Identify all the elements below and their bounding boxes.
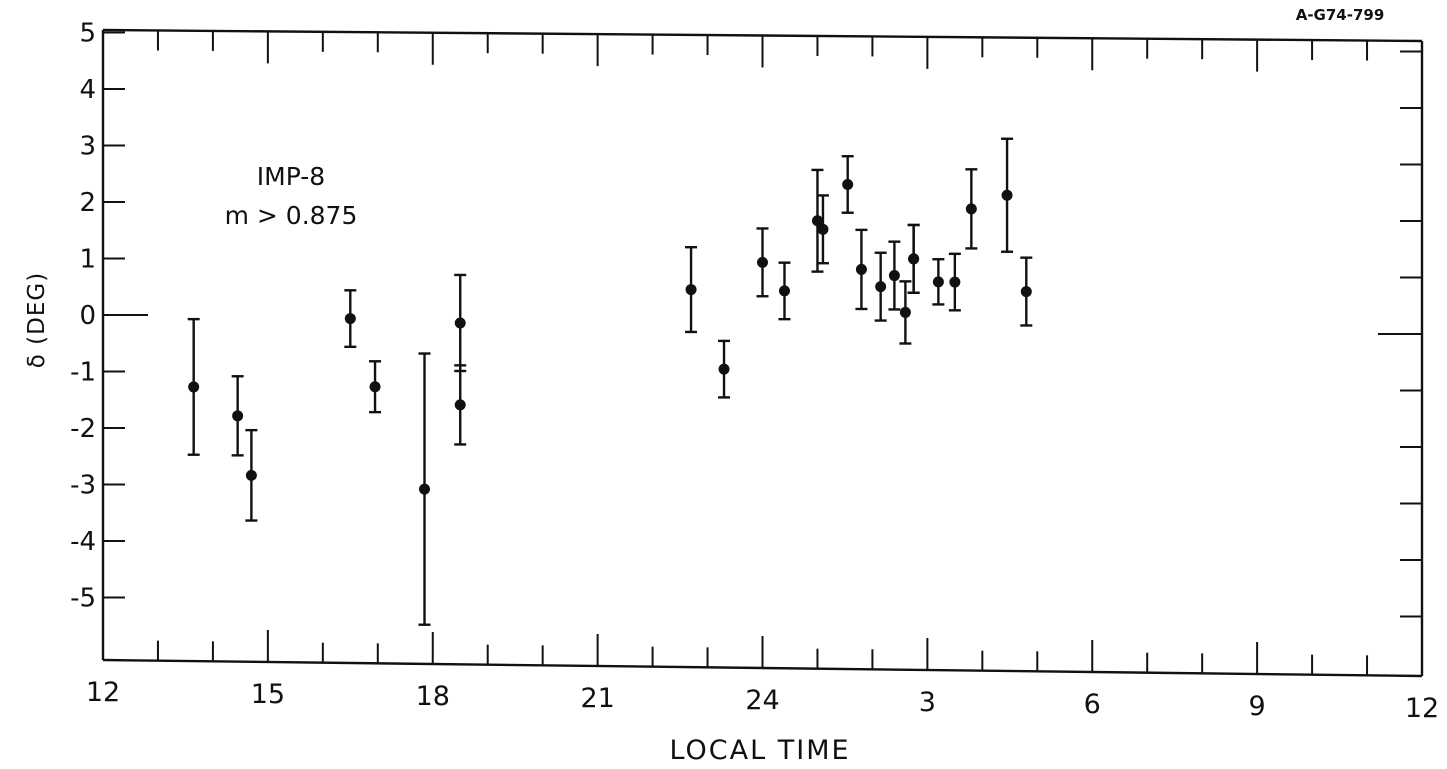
x-tick-label: 12 bbox=[86, 677, 120, 708]
data-point bbox=[949, 276, 961, 288]
data-point bbox=[757, 256, 768, 268]
x-tick-label: 9 bbox=[1249, 691, 1266, 722]
y-tick-label: -4 bbox=[70, 527, 96, 557]
x-tick-label: 21 bbox=[580, 683, 614, 714]
y-tick-label: 4 bbox=[79, 75, 96, 105]
data-point bbox=[908, 253, 920, 265]
data-point bbox=[232, 410, 244, 422]
data-point bbox=[811, 215, 823, 227]
data-point bbox=[245, 469, 257, 481]
y-tick-label: 3 bbox=[79, 132, 96, 162]
plot-frame bbox=[101, 28, 1424, 678]
y-tick-label: 1 bbox=[79, 245, 96, 275]
data-point bbox=[718, 363, 730, 375]
x-tick-label: 6 bbox=[1084, 689, 1101, 720]
data-point bbox=[1001, 189, 1013, 201]
x-axis-label: LOCAL TIME bbox=[669, 735, 850, 766]
data-points bbox=[187, 137, 1033, 626]
y-tick-label: 2 bbox=[79, 188, 96, 218]
data-point bbox=[454, 399, 466, 411]
data-point bbox=[965, 203, 977, 215]
x-tick-label: 18 bbox=[416, 681, 450, 712]
y-tick-label: 0 bbox=[79, 301, 96, 331]
x-tick-label: 15 bbox=[251, 679, 285, 710]
data-point bbox=[817, 223, 829, 235]
y-tick-label: 5 bbox=[79, 19, 96, 49]
data-point bbox=[369, 381, 381, 393]
y-tick-labels: -5 -4 -3 -2 -1 0 1 2 3 4 5 bbox=[70, 19, 96, 614]
data-point bbox=[454, 317, 466, 329]
y-tick-label: -2 bbox=[70, 414, 96, 444]
data-point bbox=[842, 178, 854, 190]
data-point bbox=[1020, 286, 1032, 298]
x-tick-label: 3 bbox=[919, 687, 936, 718]
annotation-threshold: m > 0.875 bbox=[225, 201, 358, 230]
data-point bbox=[685, 284, 697, 296]
data-point bbox=[899, 306, 911, 318]
x-tick-label: 24 bbox=[745, 685, 779, 716]
y-axis-label: δ (DEG) bbox=[24, 272, 50, 368]
y-tick-label: -3 bbox=[70, 471, 96, 501]
data-point bbox=[419, 483, 431, 495]
frame-ticks bbox=[102, 30, 1423, 676]
data-point bbox=[855, 263, 867, 275]
figure-id: A-G74-799 bbox=[1296, 6, 1385, 24]
x-tick-label: 12 bbox=[1405, 693, 1439, 724]
data-point bbox=[188, 381, 200, 393]
x-tick-labels: 12 15 18 21 24 3 6 9 12 bbox=[86, 677, 1439, 724]
data-point bbox=[888, 270, 900, 282]
y-tick-label: -5 bbox=[70, 584, 96, 614]
data-point bbox=[932, 276, 944, 288]
y-tick-label: -1 bbox=[70, 358, 96, 388]
data-point bbox=[344, 313, 356, 325]
annotation-satellite: IMP-8 bbox=[257, 162, 325, 191]
data-point bbox=[875, 281, 887, 293]
data-point bbox=[778, 285, 790, 297]
